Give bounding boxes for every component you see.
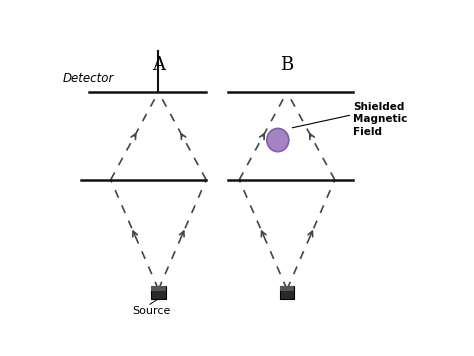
Ellipse shape bbox=[267, 129, 289, 152]
Text: A: A bbox=[152, 56, 165, 74]
FancyBboxPatch shape bbox=[280, 286, 294, 292]
Text: Source: Source bbox=[132, 307, 170, 316]
FancyBboxPatch shape bbox=[151, 286, 166, 292]
FancyBboxPatch shape bbox=[280, 286, 294, 299]
Text: Detector: Detector bbox=[63, 72, 114, 85]
FancyBboxPatch shape bbox=[151, 286, 166, 299]
Text: B: B bbox=[281, 56, 293, 74]
Text: Shielded
Magnetic
Field: Shielded Magnetic Field bbox=[353, 102, 408, 137]
